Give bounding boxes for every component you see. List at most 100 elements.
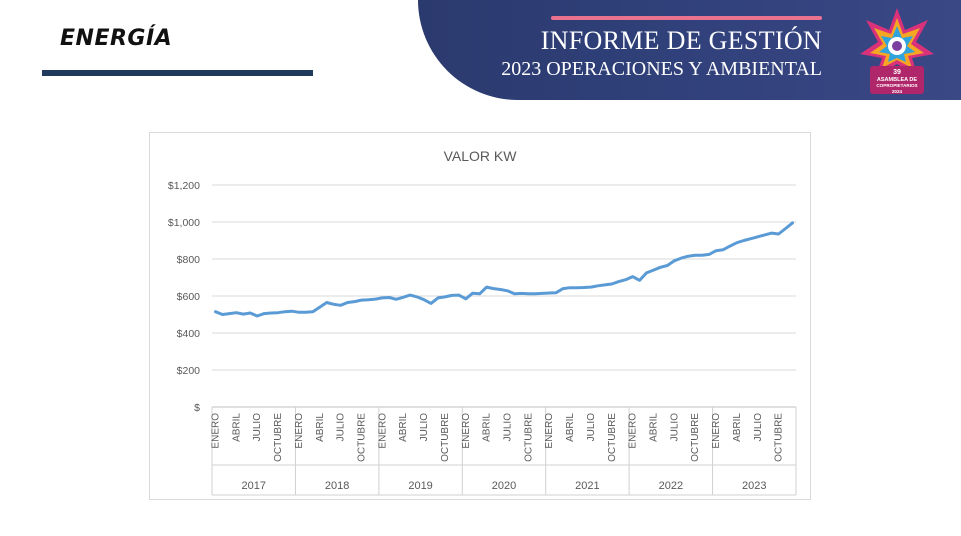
data-point	[645, 271, 648, 275]
data-point	[408, 293, 412, 297]
month-tick-label: ENERO	[711, 413, 722, 449]
month-tick-label: ABRIL	[732, 413, 743, 442]
month-tick-label: ABRIL	[231, 413, 242, 442]
month-tick-label: OCTUBRE	[440, 413, 451, 462]
month-tick-label: ABRIL	[648, 413, 659, 442]
data-point	[673, 259, 676, 262]
data-point	[652, 268, 655, 272]
data-point	[478, 292, 481, 295]
data-point	[742, 239, 746, 242]
data-point	[624, 278, 627, 281]
data-point	[492, 287, 495, 290]
data-point	[367, 298, 370, 301]
data-point	[763, 233, 766, 237]
data-point	[221, 313, 224, 316]
report-subtitle: 2023 OPERACIONES Y AMBIENTAL	[501, 58, 822, 80]
data-point	[283, 310, 287, 313]
year-label: 2021	[575, 480, 599, 492]
star-emblem-icon	[860, 8, 934, 76]
month-tick-label: JULIO	[252, 413, 263, 442]
data-point	[450, 294, 454, 297]
month-tick-label: ABRIL	[565, 413, 576, 442]
logo-line2: COPROPIETARIOS	[876, 83, 917, 88]
logo-line1: ASAMBLEA DE	[877, 77, 917, 83]
data-point	[242, 312, 245, 316]
data-point	[464, 297, 467, 300]
data-point	[506, 289, 509, 292]
y-tick-label: $1,000	[168, 217, 200, 229]
data-point	[374, 297, 377, 301]
data-point	[388, 296, 391, 299]
data-point	[422, 298, 426, 301]
data-point	[527, 292, 530, 295]
month-tick-label: OCTUBRE	[273, 413, 284, 462]
section-title: ENERGÍA	[60, 26, 173, 51]
data-point	[262, 312, 266, 315]
data-point	[700, 254, 704, 257]
data-point	[346, 301, 349, 304]
month-tick-label: ENERO	[294, 413, 305, 449]
logo-number: 39	[893, 69, 901, 76]
data-point	[457, 293, 460, 297]
data-point	[304, 311, 308, 314]
report-title: INFORME DE GESTIÓN	[540, 26, 822, 55]
data-point	[276, 311, 280, 314]
data-point	[666, 264, 669, 267]
data-point	[659, 266, 662, 269]
data-point	[318, 305, 321, 309]
data-point	[297, 311, 301, 314]
banner-accent-line	[551, 16, 822, 20]
year-label: 2018	[325, 480, 349, 492]
year-label: 2022	[659, 480, 683, 492]
y-tick-label: $600	[177, 291, 201, 303]
year-label: 2019	[408, 480, 432, 492]
data-point	[638, 279, 641, 282]
data-point	[694, 254, 697, 257]
data-point	[429, 302, 433, 305]
month-tick-label: ENERO	[377, 413, 388, 449]
data-point	[499, 288, 502, 291]
data-point	[749, 237, 752, 240]
data-point	[311, 310, 314, 313]
data-point	[471, 292, 474, 295]
month-tick-label: ENERO	[544, 413, 555, 449]
gridlines	[212, 184, 796, 371]
data-point	[770, 231, 773, 235]
data-point	[269, 311, 273, 315]
data-point	[791, 221, 794, 225]
y-axis-ticks: $ $200 $400 $600 $800 $1,000 $1,200	[168, 180, 200, 414]
month-tick-label: ENERO	[461, 413, 472, 449]
logo-year: 2024	[892, 89, 903, 94]
data-point	[214, 310, 217, 313]
data-point	[777, 232, 780, 236]
data-point	[617, 280, 620, 283]
data-point	[707, 253, 711, 256]
data-point	[228, 312, 231, 315]
data-point	[235, 311, 238, 314]
data-point	[548, 291, 551, 295]
year-label: 2017	[241, 480, 265, 492]
x-axis: 2017 ENERO ABRIL JULIO OCTUBRE 2018 ENERO ABRIL…	[210, 406, 797, 496]
data-point	[554, 291, 558, 294]
data-point	[728, 244, 732, 248]
y-tick-label: $1,200	[168, 180, 200, 192]
data-point	[589, 285, 593, 289]
month-tick-label: ABRIL	[398, 413, 409, 442]
data-point	[756, 235, 759, 238]
data-point	[610, 282, 613, 286]
data-point	[395, 298, 398, 301]
data-point	[687, 255, 690, 258]
data-point	[680, 256, 683, 260]
y-tick-label: $200	[177, 365, 201, 377]
year-label: 2023	[742, 480, 766, 492]
data-point	[353, 300, 356, 303]
y-tick-label: $400	[177, 328, 201, 340]
month-tick-label: ABRIL	[315, 413, 326, 442]
data-point	[332, 303, 335, 306]
month-tick-label: OCTUBRE	[356, 413, 367, 462]
data-point	[541, 292, 544, 295]
month-tick-label: OCTUBRE	[690, 413, 701, 462]
data-point	[381, 296, 384, 300]
y-tick-label: $800	[177, 254, 201, 266]
title-underline	[42, 70, 313, 76]
